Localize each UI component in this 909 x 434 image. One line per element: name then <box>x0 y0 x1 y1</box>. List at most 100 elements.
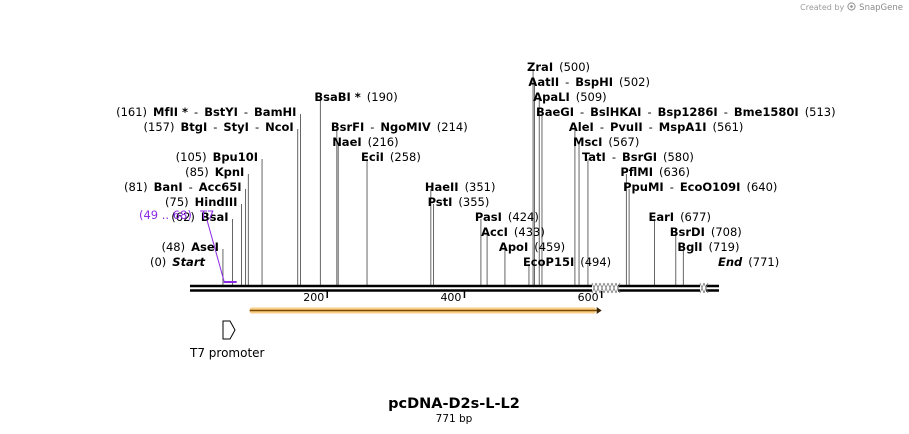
enzyme-name: EcoP15I <box>523 255 574 269</box>
site-labels: (0) Start(48) AseI (62) BsaI (75) HindIII (81) B… <box>116 60 836 269</box>
enzyme-name: ApoI <box>499 240 528 254</box>
enzyme-name: Acc65I <box>199 180 242 194</box>
site-label[interactable]: EciI (258) <box>361 150 421 164</box>
site-label[interactable]: MscI (567) <box>573 135 639 149</box>
enzyme-name: EciI <box>361 150 384 164</box>
site-position: (580) <box>663 150 694 164</box>
label-separator: - <box>213 120 217 134</box>
label-separator: - <box>370 120 374 134</box>
label-separator: - <box>612 150 616 164</box>
site-position: (561) <box>713 120 744 134</box>
label-separator: - <box>194 105 198 119</box>
enzyme-name: StyI <box>223 120 249 134</box>
enzyme-name: BsrFI <box>331 120 364 134</box>
snapgene-logo-icon <box>847 2 856 13</box>
enzyme-name: MscI <box>573 135 602 149</box>
site-label[interactable]: EcoP15I (494) <box>523 255 611 269</box>
site-label[interactable]: PflMI (636) <box>620 165 690 179</box>
label-separator: - <box>647 105 651 119</box>
site-label[interactable]: TatI - BsrGI (580) <box>582 150 694 164</box>
label-separator: - <box>565 75 569 89</box>
label-separator: - <box>724 105 728 119</box>
enzyme-name: BtgI <box>180 120 207 134</box>
site-label[interactable]: BsaBI * (190) <box>314 90 397 104</box>
enzyme-name: BaeGI <box>536 105 574 119</box>
enzyme-name: Bme1580I <box>734 105 799 119</box>
site-position: (355) <box>458 195 489 209</box>
enzyme-name: KpnI <box>215 165 245 179</box>
ruler-tick-label: 400 <box>440 291 461 304</box>
site-label[interactable]: (157) BtgI - StyI - NcoI <box>144 120 294 134</box>
sequence-break <box>591 282 621 294</box>
enzyme-name: BanI <box>154 180 183 194</box>
enzyme-name: HindIII <box>195 195 238 209</box>
enzyme-name: BstYI <box>204 105 238 119</box>
enzyme-name: BspHI <box>575 75 613 89</box>
primer-label[interactable]: (49 .. 68) T7 <box>139 208 214 222</box>
site-label[interactable]: AleI - PvuII - MspA1I (561) <box>569 120 744 134</box>
site-label[interactable]: BglI (719) <box>677 240 739 254</box>
site-label[interactable]: (105) Bpu10I <box>176 150 258 164</box>
site-label[interactable]: End (771) <box>718 255 779 269</box>
primer-range: (49 .. 68) <box>139 208 192 222</box>
credit-brand: SnapGene <box>859 2 903 13</box>
site-position: (771) <box>748 255 779 269</box>
site-position: (513) <box>805 105 836 119</box>
site-label[interactable]: PpuMI - EcoO109I (640) <box>623 180 777 194</box>
label-separator: - <box>649 120 653 134</box>
site-position: (636) <box>659 165 690 179</box>
site-position: (190) <box>367 90 398 104</box>
enzyme-name: BsrDI <box>670 225 705 239</box>
label-separator: - <box>580 105 584 119</box>
site-label[interactable]: EarI (677) <box>649 210 712 224</box>
site-label[interactable]: (0) Start <box>150 255 206 269</box>
enzyme-name: BsaBI * <box>314 90 360 104</box>
site-label[interactable]: BsrFI - NgoMIV (214) <box>331 120 468 134</box>
site-label[interactable]: HaeII (351) <box>425 180 496 194</box>
site-label[interactable]: AccI (433) <box>481 225 545 239</box>
enzyme-name: NcoI <box>265 120 294 134</box>
site-position: (494) <box>580 255 611 269</box>
orf-arrow[interactable] <box>249 307 602 314</box>
site-position: (81) <box>124 180 148 194</box>
enzyme-name: PasI <box>475 210 502 224</box>
site-label[interactable]: PasI (424) <box>475 210 539 224</box>
site-label[interactable]: ApoI (459) <box>499 240 565 254</box>
enzyme-name: AleI <box>569 120 594 134</box>
sequence-break <box>699 282 709 294</box>
site-label[interactable]: (62) BsaI <box>171 210 228 224</box>
dna-backbone <box>190 282 719 294</box>
site-label[interactable]: NaeI (216) <box>332 135 398 149</box>
site-label[interactable]: (81) BanI - Acc65I <box>124 180 242 194</box>
site-label[interactable]: AatII - BspHI (502) <box>528 75 650 89</box>
ruler-tick-label: 200 <box>303 291 324 304</box>
enzyme-name: Bpu10I <box>213 150 258 164</box>
enzyme-name: HaeII <box>425 180 459 194</box>
site-position: (640) <box>746 180 777 194</box>
features: (49 .. 68) T7 T7 promoter <box>139 208 602 360</box>
ruler-ticks: 200 400 600 <box>303 291 603 304</box>
snapgene-credit: Created by SnapGene <box>800 2 903 13</box>
sequence-breaks <box>591 282 709 294</box>
site-label[interactable]: ZraI (500) <box>527 60 590 74</box>
enzyme-name: AccI <box>481 225 508 239</box>
enzyme-name: ZraI <box>527 60 553 74</box>
site-label[interactable]: BaeGI - BslHKAI - Bsp1286I - Bme1580I (513) <box>536 105 836 119</box>
site-label[interactable]: ApaLI (509) <box>533 90 606 104</box>
site-position: (161) <box>116 105 147 119</box>
plasmid-name: pcDNA-D2s-L-L2 <box>388 396 520 412</box>
site-label[interactable]: (161) MfII * - BstYI - BamHI <box>116 105 296 119</box>
site-position: (75) <box>165 195 189 209</box>
site-label[interactable]: BsrDI (708) <box>670 225 742 239</box>
enzyme-name: ApaLI <box>533 90 570 104</box>
enzyme-name: NaeI <box>332 135 361 149</box>
site-label[interactable]: (48) AseI <box>162 240 219 254</box>
promoter-arrow-icon <box>222 320 236 340</box>
site-label[interactable]: PstI (355) <box>428 195 490 209</box>
site-position: (0) <box>150 255 166 269</box>
site-label[interactable]: (75) HindIII <box>165 195 237 209</box>
site-position: (677) <box>680 210 711 224</box>
site-label[interactable]: (85) KpnI <box>185 165 244 179</box>
promoter-feature[interactable]: T7 promoter <box>189 320 265 360</box>
